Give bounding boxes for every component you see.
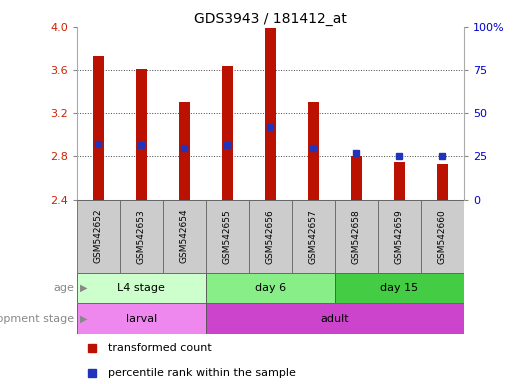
Bar <box>93 56 104 200</box>
Text: GSM542653: GSM542653 <box>137 209 146 263</box>
Text: transformed count: transformed count <box>108 343 211 353</box>
Text: GSM542660: GSM542660 <box>438 209 447 263</box>
Text: GSM542655: GSM542655 <box>223 209 232 263</box>
Bar <box>136 69 147 200</box>
Text: GSM542656: GSM542656 <box>266 209 275 263</box>
Bar <box>120 200 163 273</box>
Text: day 6: day 6 <box>255 283 286 293</box>
Bar <box>335 200 378 273</box>
Text: ▶: ▶ <box>80 283 87 293</box>
Bar <box>378 200 421 273</box>
Text: GSM542659: GSM542659 <box>395 209 404 263</box>
Bar <box>265 28 276 200</box>
Text: percentile rank within the sample: percentile rank within the sample <box>108 368 296 378</box>
Title: GDS3943 / 181412_at: GDS3943 / 181412_at <box>194 12 347 26</box>
Bar <box>179 103 190 200</box>
Text: development stage: development stage <box>0 314 74 324</box>
Bar <box>249 200 292 273</box>
Bar <box>206 303 464 334</box>
Bar <box>206 200 249 273</box>
Text: day 15: day 15 <box>380 283 418 293</box>
Text: GSM542658: GSM542658 <box>352 209 361 263</box>
Bar <box>335 273 464 303</box>
Bar <box>308 103 319 200</box>
Bar <box>77 273 206 303</box>
Text: age: age <box>54 283 74 293</box>
Bar <box>222 66 233 200</box>
Text: adult: adult <box>321 314 349 324</box>
Text: GSM542654: GSM542654 <box>180 209 189 263</box>
Bar <box>394 162 404 200</box>
Bar <box>421 200 464 273</box>
Bar <box>77 303 206 334</box>
Bar <box>206 273 335 303</box>
Bar <box>163 200 206 273</box>
Text: larval: larval <box>126 314 157 324</box>
Bar <box>77 200 120 273</box>
Text: GSM542652: GSM542652 <box>94 209 103 263</box>
Text: L4 stage: L4 stage <box>118 283 165 293</box>
Text: GSM542657: GSM542657 <box>309 209 318 263</box>
Bar <box>437 164 448 200</box>
Bar <box>351 157 361 200</box>
Text: ▶: ▶ <box>80 314 87 324</box>
Bar <box>292 200 335 273</box>
